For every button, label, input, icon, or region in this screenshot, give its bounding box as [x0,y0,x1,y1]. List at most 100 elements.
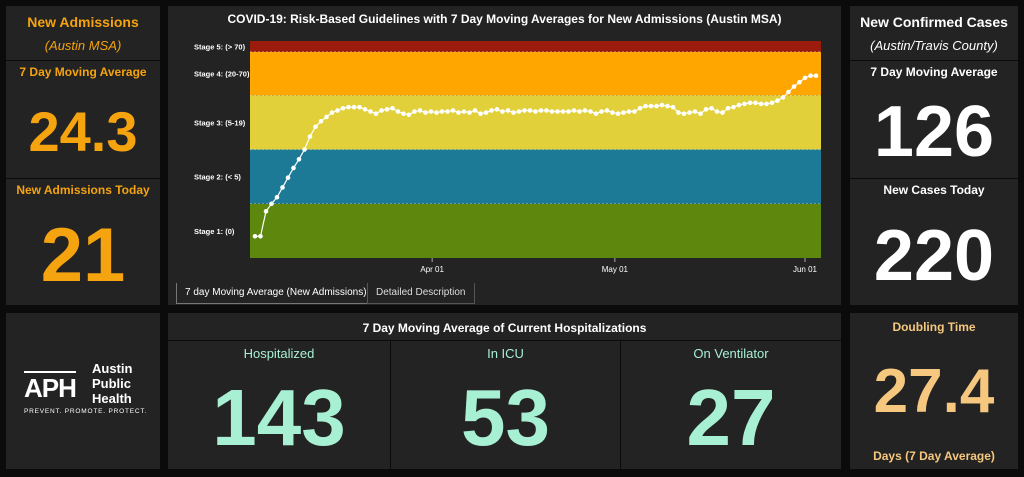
data-point [456,110,461,115]
stage-label-3: Stage 3: (5-19) [194,118,246,127]
data-point [687,110,692,115]
data-point [280,185,285,190]
data-point [324,114,329,120]
data-point [494,107,500,112]
stage-label-4: Stage 4: (20-70) [194,70,250,79]
data-point [483,110,489,115]
data-point [527,108,533,113]
data-point [439,109,445,114]
hospitalized-label: Hospitalized [243,346,315,361]
data-point [368,109,373,114]
data-point [736,102,742,108]
data-point [604,108,610,113]
new-cases-title: New Confirmed Cases [860,14,1008,30]
cases-avg-label: 7 Day Moving Average [870,65,998,79]
data-point [549,109,555,114]
data-point [797,79,802,85]
data-point [401,111,406,116]
data-point [714,109,720,114]
divider [620,340,621,469]
new-admissions-title: New Admissions [27,14,139,30]
stage-label-1: Stage 1: (0) [194,227,235,236]
data-point [808,73,813,79]
tab-moving-average[interactable]: 7 day Moving Average (New Admissions) [176,283,376,304]
hospitalizations-title: 7 Day Moving Average of Current Hospital… [362,321,647,335]
data-point [258,234,263,239]
data-point [731,104,736,110]
data-point [489,108,494,113]
stage-label-5: Stage 5: (> 70) [194,42,246,51]
data-point [676,110,681,115]
data-point [670,104,676,110]
data-point [703,107,709,112]
data-point [709,105,714,111]
data-point [472,108,478,113]
data-point [291,165,296,171]
doubling-time-panel: Doubling Time 27.4 Days (7 Day Average) [850,313,1018,469]
new-cases-subtitle: (Austin/Travis County) [870,38,998,53]
hospitalizations-panel: 7 Day Moving Average of Current Hospital… [168,313,841,469]
data-point [775,98,780,103]
data-point [505,108,511,113]
data-point [780,95,786,100]
admissions-today-label: New Admissions Today [16,183,150,197]
logo-line-1: Austin [92,361,133,376]
cases-avg-value: 126 [873,92,995,172]
cases-today-value: 220 [873,216,995,296]
data-point [742,101,747,107]
data-point [659,102,665,108]
data-point [786,89,791,95]
data-point [791,84,797,89]
data-point [725,105,731,111]
x-tick-label: May 01 [602,265,629,274]
data-point [335,108,340,113]
data-point [450,108,456,113]
data-point [340,105,346,111]
data-point [461,109,467,114]
data-point [423,110,428,115]
divider [168,340,841,341]
data-point [516,109,522,114]
stage-label-2: Stage 2: (< 5) [194,173,241,182]
data-point [351,104,357,110]
data-point [417,108,423,113]
stage-band-3 [250,95,821,150]
stage-band-2 [250,149,821,204]
divider [850,178,1018,179]
data-point [346,104,351,110]
data-point [373,111,379,116]
divider [6,60,160,61]
chart-title: COVID-19: Risk-Based Guidelines with 7 D… [227,12,782,26]
ventilator-column: On Ventilator 27 [621,340,841,469]
data-point [593,111,599,116]
data-point [544,108,549,113]
new-admissions-panel: New Admissions (Austin MSA) 7 Day Moving… [6,6,160,305]
data-point [588,109,593,114]
data-point [643,103,648,109]
doubling-value: 27.4 [873,357,995,426]
data-point [538,108,544,113]
ventilator-value: 27 [686,373,776,462]
divider [6,178,160,179]
data-point [637,105,643,111]
tab-detailed-description[interactable]: Detailed Description [367,283,475,304]
data-point [307,134,313,139]
data-point [390,105,395,111]
new-admissions-subtitle: (Austin MSA) [44,38,122,53]
data-point [296,156,302,162]
data-point [263,209,269,214]
data-point [313,124,318,130]
hospitalized-value: 143 [212,373,346,462]
data-point [412,109,417,114]
doubling-caption: Days (7 Day Average) [873,449,995,463]
logo-line-3: Health [92,391,132,406]
icu-column: In ICU 53 [391,340,620,469]
data-point [698,111,703,116]
data-point [560,109,566,114]
data-point [500,109,505,114]
data-point [615,111,621,116]
data-point [555,109,560,114]
data-point [533,109,538,114]
data-point [764,101,769,107]
ventilator-label: On Ventilator [693,346,769,361]
